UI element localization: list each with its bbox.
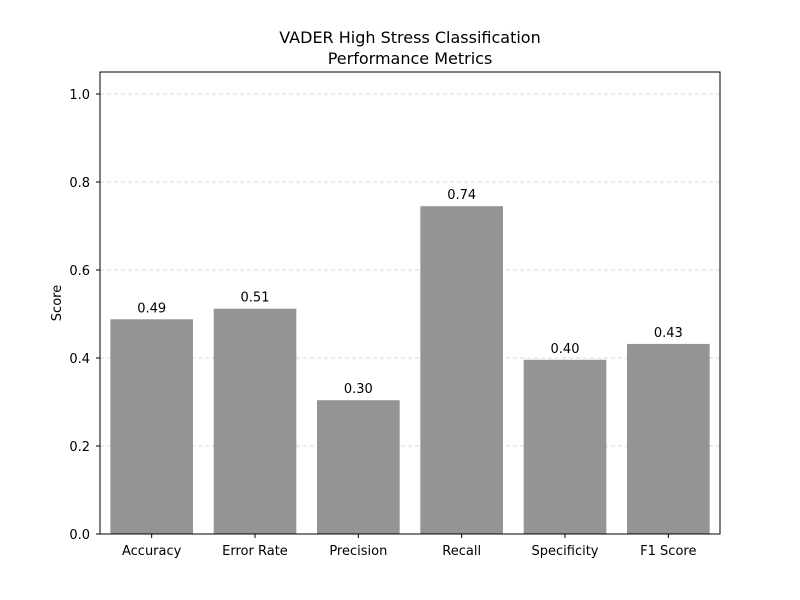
bar	[317, 400, 400, 534]
bar	[523, 359, 607, 534]
bar	[110, 319, 193, 534]
x-tick-label: Precision	[329, 544, 387, 559]
data-labels: 0.49 0.51 0.30 0.74 0.40 0.43	[137, 188, 683, 397]
x-tick-label: Recall	[442, 544, 481, 559]
y-tick-label: 0.2	[69, 440, 90, 455]
y-tick-label: 1.0	[69, 88, 90, 103]
x-tick-label: F1 Score	[640, 544, 696, 559]
bar-data-label: 0.49	[137, 301, 166, 316]
y-tick-label: 0.6	[69, 264, 90, 279]
bar-data-label: 0.74	[447, 188, 476, 203]
y-tick-label: 0.0	[69, 528, 90, 543]
bar-data-label: 0.51	[241, 291, 270, 306]
y-gridlines	[100, 93, 720, 447]
bar-data-label: 0.43	[654, 326, 683, 341]
chart-title-line-1: VADER High Stress Classification	[279, 28, 540, 47]
x-axis-ticks: Accuracy Error Rate Precision Recall Specifi…	[122, 534, 696, 559]
chart-title-line-2: Performance Metrics	[328, 49, 493, 68]
bar-data-label: 0.30	[344, 382, 373, 397]
y-tick-label: 0.8	[69, 176, 90, 191]
bar	[213, 308, 297, 534]
bar-data-label: 0.40	[551, 342, 580, 357]
x-tick-label: Error Rate	[222, 544, 288, 559]
bar	[627, 343, 710, 534]
axes-frame	[99, 71, 721, 535]
y-axis-ticks: 0.0 0.2 0.4 0.6 0.8 1.0	[69, 88, 100, 543]
bar	[420, 206, 503, 534]
bars	[110, 206, 710, 534]
x-tick-label: Accuracy	[122, 544, 182, 559]
y-tick-label: 0.4	[69, 352, 90, 367]
x-tick-label: Specificity	[532, 544, 599, 559]
y-axis-label: Score	[50, 285, 65, 321]
